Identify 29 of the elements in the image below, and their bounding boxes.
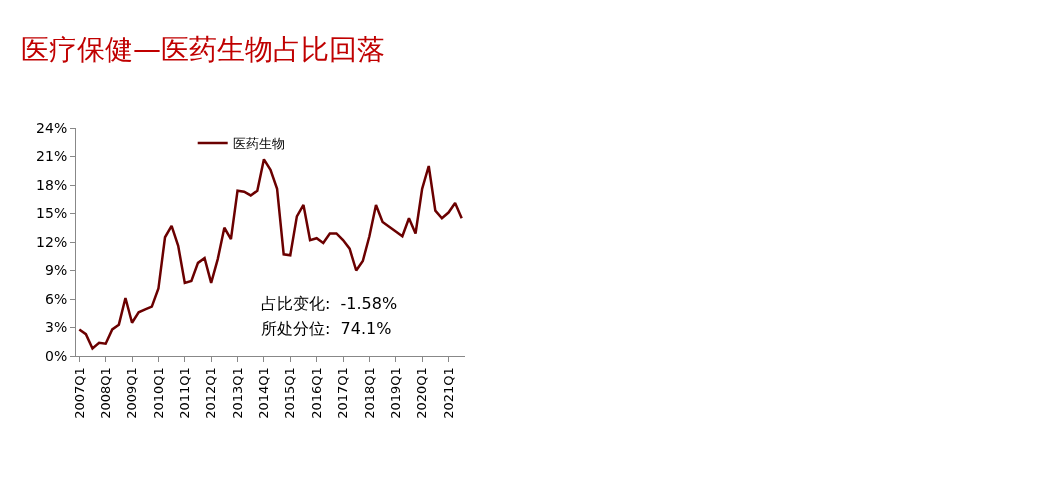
y-tick-label: 0% [44,347,68,364]
x-tick-label: 2019Q1 [387,367,403,419]
annotation: 所处分位: 74.1% [261,319,392,338]
x-tick-label: 2009Q1 [124,367,140,419]
x-tick-label: 2017Q1 [335,367,351,419]
y-tick-label: 9% [44,262,68,279]
x-tick-label: 2015Q1 [282,367,298,419]
chart-title: 医疗保健—医药生物占比回落 [21,33,386,67]
y-tick-label: 3% [44,319,68,336]
x-tick-label: 2012Q1 [203,367,219,419]
y-tick-label: 18% [36,176,68,193]
x-tick-label: 2021Q1 [440,367,456,419]
y-tick-label: 6% [44,290,68,307]
y-tick-label: 12% [36,233,68,250]
y-tick-label: 21% [36,148,68,165]
x-tick-label: 2008Q1 [97,367,113,419]
x-tick-label: 2011Q1 [177,367,193,419]
x-tick-label: 2016Q1 [308,367,324,419]
y-tick-label: 15% [36,205,68,222]
x-tick-label: 2013Q1 [229,367,245,419]
line-series [78,158,463,350]
x-tick-label: 2010Q1 [150,367,166,419]
x-tick-label: 2014Q1 [256,367,272,419]
x-tick-label: 2018Q1 [361,367,377,419]
annotation: 占比变化: -1.58% [261,294,398,313]
legend-label: 医药生物 [232,136,285,152]
y-tick-label: 24% [36,119,68,136]
x-tick-label: 2020Q1 [414,367,430,419]
x-tick-label: 2007Q1 [71,367,87,419]
